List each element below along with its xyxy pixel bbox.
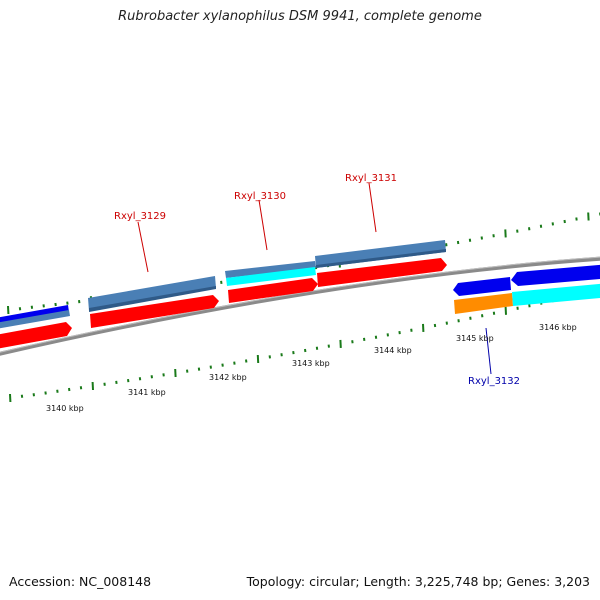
- scale-label-3142: 3142 kbp: [209, 373, 247, 382]
- scale-label-3144: 3144 kbp: [374, 346, 412, 355]
- inner-tick-marks: [9, 288, 600, 403]
- gene-bar-rxyl-3131[interactable]: [315, 240, 446, 268]
- cds-arrow-rxyl-3131[interactable]: [317, 258, 447, 287]
- cds-arrow[interactable]: [0, 322, 72, 349]
- gene-arrow-reverse[interactable]: [453, 277, 511, 296]
- scale-label-3141: 3141 kbp: [128, 388, 166, 397]
- scale-label-3143: 3143 kbp: [292, 359, 330, 368]
- cds-arrow-rxyl-3130[interactable]: [228, 278, 318, 303]
- gene-bar-rxyl-3130[interactable]: [225, 261, 316, 278]
- label-leaders: [137, 182, 492, 375]
- gene-label-rxyl-3131[interactable]: Rxyl_3131: [345, 173, 397, 184]
- cds-arrow-rxyl-3129[interactable]: [90, 295, 219, 328]
- genome-backbone: [0, 256, 600, 356]
- reverse-gene-track: [453, 264, 600, 314]
- gene-label-rxyl-3132[interactable]: Rxyl_3132: [468, 376, 520, 387]
- forward-gene-track: [0, 240, 446, 329]
- gene-label-rxyl-3130[interactable]: Rxyl_3130: [234, 191, 286, 202]
- gene-bar[interactable]: [0, 310, 70, 329]
- gene-label-rxyl-3129[interactable]: Rxyl_3129: [114, 211, 166, 222]
- scale-label-3145: 3145 kbp: [456, 334, 494, 343]
- scale-label-3146: 3146 kbp: [539, 323, 577, 332]
- genome-summary-text: Topology: circular; Length: 3,225,748 bp…: [246, 574, 590, 589]
- cyan-feature[interactable]: [512, 283, 600, 306]
- orange-feature[interactable]: [454, 293, 513, 314]
- gene-bar-rxyl-3129[interactable]: [88, 276, 216, 311]
- gene-arrow-reverse[interactable]: [511, 264, 600, 286]
- scale-label-3140: 3140 kbp: [46, 404, 84, 413]
- forward-cds-track: [0, 258, 447, 349]
- accession-text: Accession: NC_008148: [9, 574, 152, 589]
- cyan-feature[interactable]: [226, 267, 316, 286]
- map-title: Rubrobacter xylanophilus DSM 9941, compl…: [118, 9, 482, 24]
